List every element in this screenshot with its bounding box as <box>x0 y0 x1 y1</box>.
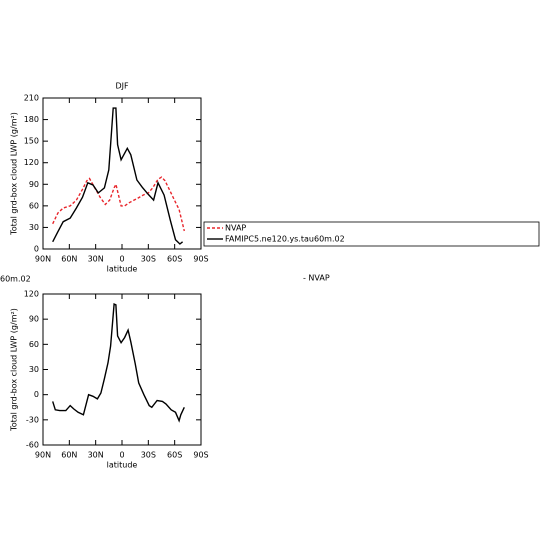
x-tick-label: 90S <box>193 451 208 460</box>
x-tick-label: 60N <box>61 451 77 460</box>
x-tick-label: 90N <box>35 451 51 460</box>
chart-title: DJF <box>115 82 129 91</box>
y-tick-label: 180 <box>24 115 39 124</box>
x-tick-label: 0 <box>119 255 124 264</box>
y-tick-label: 0 <box>34 245 39 254</box>
y-tick-label: 150 <box>24 137 39 146</box>
x-tick-label: 60S <box>167 255 182 264</box>
x-tick-label: 30N <box>88 255 104 264</box>
legend-label: NVAP <box>225 224 246 233</box>
y-tick-label: 90 <box>29 315 39 324</box>
y-tick-label: -60 <box>26 441 39 450</box>
x-tick-label: 30S <box>141 451 156 460</box>
line-series <box>52 176 185 232</box>
x-tick-label: 0 <box>119 451 124 460</box>
y-tick-label: 30 <box>29 365 39 374</box>
y-tick-label: 120 <box>24 290 39 299</box>
x-axis-label: latitude <box>107 461 138 470</box>
x-tick-label: 60N <box>61 255 77 264</box>
legend-box <box>203 221 540 247</box>
plot-frame <box>42 293 202 446</box>
y-tick-label: 0 <box>34 390 39 399</box>
y-axis-label: Total grd-box cloud LWP (g/m²) <box>10 112 19 236</box>
y-axis-label: Total grd-box cloud LWP (g/m²) <box>10 308 19 432</box>
x-tick-label: 30S <box>141 255 156 264</box>
legend-label: FAMIPC5.ne120.ys.tau60m.02 <box>225 235 345 244</box>
plot-frame <box>42 97 202 250</box>
y-tick-label: -30 <box>26 415 39 424</box>
x-tick-label: 60S <box>167 451 182 460</box>
x-tick-label: 90N <box>35 255 51 264</box>
y-tick-label: 120 <box>24 158 39 167</box>
y-tick-label: 90 <box>29 180 39 189</box>
annotation: - NVAP <box>303 274 330 283</box>
y-tick-label: 30 <box>29 223 39 232</box>
line-series <box>52 303 185 423</box>
x-tick-label: 90S <box>193 255 208 264</box>
line-series <box>52 107 184 245</box>
x-tick-label: 30N <box>88 451 104 460</box>
y-tick-label: 210 <box>24 94 39 103</box>
y-tick-label: 60 <box>29 340 39 349</box>
annotation: 60m.02 <box>0 275 31 284</box>
y-tick-label: 60 <box>29 201 39 210</box>
x-axis-label: latitude <box>107 265 138 274</box>
